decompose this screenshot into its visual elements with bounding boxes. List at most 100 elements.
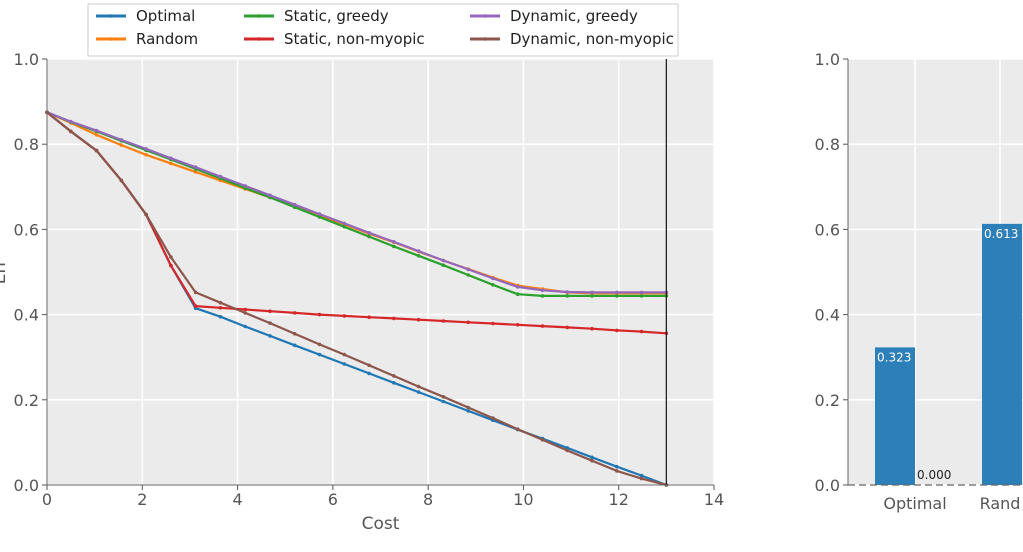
legend-item-dynamic-non-myopic: Dynamic, non-myopic — [470, 30, 674, 48]
series-dynamic-non-myopic — [45, 110, 669, 487]
y-tick-label: 0.2 — [815, 391, 840, 410]
data-point — [615, 469, 619, 473]
data-point — [193, 165, 198, 169]
line-chart: 0 2 4 6 8 10 12 14 0.0 0.2 0.4 0.6 0.8 1.0 Cost Err — [0, 50, 724, 534]
data-point — [466, 409, 471, 413]
data-point — [144, 153, 148, 157]
data-point — [392, 240, 396, 244]
data-point — [639, 294, 644, 298]
x-tick-label: 12 — [609, 490, 629, 509]
x-tick-label: 4 — [232, 490, 242, 509]
line-chart-grid — [46, 58, 715, 486]
legend-label: Static, greedy — [284, 7, 389, 25]
data-point — [292, 202, 297, 207]
bar-chart: 0.323 0.000 0.613 0.0 0.2 0.4 0.6 0.8 1.0 Optima… — [815, 50, 1023, 513]
y-tick-label: 0.0 — [815, 476, 840, 495]
y-tick-label: 0.8 — [14, 135, 39, 154]
bar-value-label: 0.000 — [917, 468, 951, 482]
data-point — [69, 129, 73, 134]
data-point — [144, 212, 148, 217]
data-point — [590, 458, 594, 463]
bar-chart-ticks: 0.0 0.2 0.4 0.6 0.8 1.0 Optimal Rand — [815, 50, 1021, 513]
data-point — [466, 320, 471, 325]
x-tick-label: 14 — [704, 490, 724, 509]
bar-optimal: 0.000 — [917, 468, 951, 482]
data-point — [342, 352, 347, 357]
data-point — [218, 300, 223, 305]
y-tick-label: 0.6 — [815, 220, 840, 239]
y-tick-label: 0.8 — [815, 135, 840, 154]
legend-box — [87, 3, 679, 57]
data-point — [441, 258, 446, 263]
y-tick-label: 0.4 — [815, 306, 840, 325]
data-point — [342, 221, 347, 226]
legend-marker — [109, 14, 113, 18]
data-point — [565, 448, 570, 453]
data-point — [466, 405, 471, 410]
x-tick-label: 0 — [42, 490, 52, 509]
data-point — [515, 292, 520, 297]
data-point — [615, 290, 619, 295]
series-dynamic-greedy — [45, 110, 669, 295]
data-point — [540, 294, 545, 298]
data-point — [342, 362, 347, 366]
data-point — [441, 263, 446, 268]
data-point — [590, 294, 594, 298]
line-chart-plot-area — [47, 59, 714, 485]
data-point — [392, 374, 396, 378]
data-point — [342, 314, 347, 318]
series-line — [46, 111, 667, 487]
data-point — [218, 306, 223, 310]
data-point — [243, 324, 247, 329]
y-tick-label: 0.6 — [14, 220, 39, 239]
data-point — [119, 143, 124, 147]
data-point — [441, 319, 446, 323]
legend-marker — [257, 37, 261, 41]
data-point — [292, 311, 297, 315]
data-point — [540, 324, 545, 328]
data-point — [292, 332, 297, 336]
data-point — [639, 290, 644, 295]
data-point — [169, 255, 173, 259]
data-point — [193, 304, 198, 308]
data-point — [218, 314, 223, 319]
legend-item-random: Random — [96, 30, 198, 48]
data-point — [367, 231, 371, 235]
data-point — [491, 283, 495, 287]
bar-optimal: 0.323 — [875, 347, 915, 485]
data-point — [342, 225, 347, 229]
y-axis-label: Err — [0, 260, 10, 284]
legend: Optimal Random Static, greedy Static, non-m… — [87, 3, 679, 57]
data-point — [317, 312, 322, 317]
data-point — [590, 290, 594, 295]
data-point — [169, 161, 173, 166]
data-point — [540, 288, 545, 293]
data-point — [268, 321, 272, 325]
data-point — [317, 342, 322, 347]
bar-rand: 0.613 — [982, 223, 1022, 485]
data-point — [392, 381, 396, 385]
data-point — [565, 325, 570, 330]
legend-item-static-greedy: Static, greedy — [244, 7, 389, 25]
data-point — [416, 249, 421, 253]
data-point — [144, 147, 148, 151]
legend-item-optimal: Optimal — [96, 7, 195, 25]
data-point — [317, 212, 322, 216]
data-point — [540, 438, 545, 442]
data-point — [615, 294, 619, 298]
data-point — [416, 390, 421, 394]
data-point — [268, 193, 272, 198]
y-tick-label: 0.4 — [14, 306, 39, 325]
legend-marker — [109, 37, 113, 41]
x-tick-label: Rand — [980, 494, 1021, 513]
data-point — [565, 446, 570, 450]
data-point — [367, 234, 371, 239]
data-point — [565, 290, 570, 294]
data-point — [367, 315, 371, 320]
legend-label: Dynamic, non-myopic — [510, 30, 674, 48]
data-point — [94, 128, 99, 133]
data-point — [639, 329, 644, 334]
bar — [875, 347, 915, 485]
data-point — [441, 395, 446, 399]
